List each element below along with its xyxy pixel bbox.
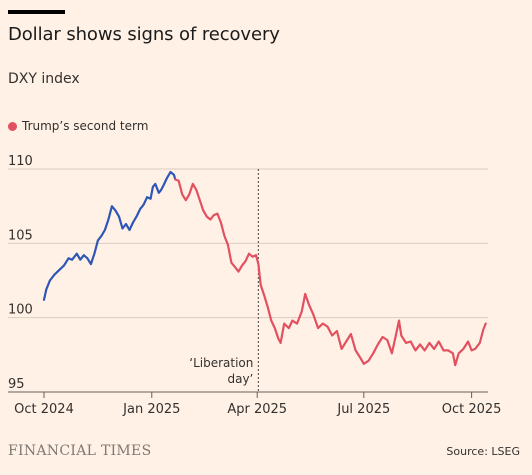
- y-tick-label-105: 105: [8, 228, 33, 243]
- source-note: Source: LSEG: [446, 445, 520, 458]
- legend: Trump’s second term: [8, 119, 148, 133]
- series-line-0: [42, 170, 177, 301]
- chart-title: Dollar shows signs of recovery: [8, 24, 280, 45]
- x-tick-label-4: Oct 2025: [442, 402, 502, 417]
- x-tick-label-0: Oct 2024: [14, 402, 74, 417]
- series-line-1: [174, 178, 487, 367]
- legend-label: Trump’s second term: [22, 119, 149, 133]
- brand-bar: [8, 10, 65, 14]
- x-tick-label-2: Apr 2025: [227, 402, 287, 417]
- x-tick-label-3: Jul 2025: [336, 402, 390, 417]
- annotation-line-1: ‘Liberation: [189, 356, 253, 370]
- y-tick-label-100: 100: [8, 303, 33, 318]
- annotation-line-2: day’: [227, 372, 253, 386]
- y-tick-label-110: 110: [8, 154, 33, 169]
- legend-swatch: [8, 121, 17, 131]
- y-tick-label-95: 95: [8, 377, 25, 392]
- ft-logo: FINANCIAL TIMES: [8, 443, 152, 459]
- x-tick-label-1: Jan 2025: [122, 402, 180, 417]
- chart-subtitle: DXY index: [8, 71, 80, 87]
